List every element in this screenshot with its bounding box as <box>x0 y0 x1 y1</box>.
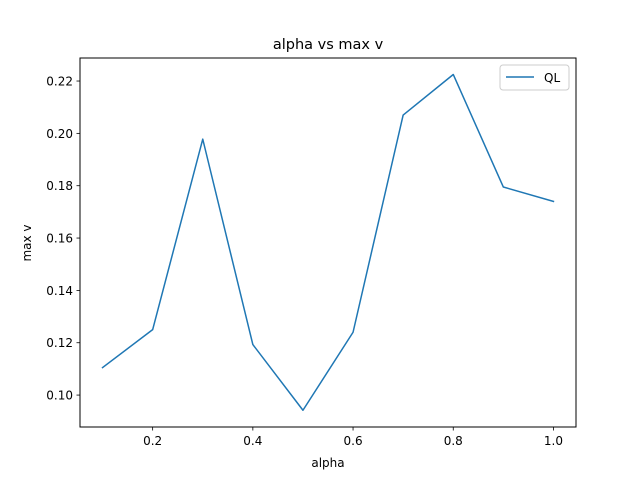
y-axis: 0.10 0.12 0.14 0.16 0.18 0.20 0.22 <box>46 75 80 403</box>
y-tick-label: 0.18 <box>46 179 73 193</box>
data-point <box>452 74 454 76</box>
y-axis-label: max v <box>20 224 34 261</box>
data-point <box>202 138 204 140</box>
x-tick-label: 0.6 <box>344 434 363 448</box>
data-point <box>503 186 505 188</box>
y-tick-label: 0.22 <box>46 75 73 89</box>
data-point <box>553 201 555 203</box>
plot-area <box>80 58 576 427</box>
data-point <box>302 409 304 411</box>
y-tick-label: 0.14 <box>46 284 73 298</box>
x-tick-label: 0.4 <box>243 434 262 448</box>
y-tick-label: 0.16 <box>46 232 73 246</box>
x-axis-label: alpha <box>311 456 344 470</box>
data-point <box>352 331 354 333</box>
data-point <box>152 329 154 331</box>
legend-label: QL <box>544 71 560 85</box>
data-point <box>252 344 254 346</box>
x-tick-label: 0.2 <box>143 434 162 448</box>
series-layer <box>101 73 555 411</box>
data-point <box>402 114 404 116</box>
x-tick-label: 1.0 <box>544 434 563 448</box>
y-tick-label: 0.20 <box>46 127 73 141</box>
chart-title: alpha vs max v <box>273 37 384 53</box>
y-tick-label: 0.10 <box>46 389 73 403</box>
x-axis: 0.2 0.4 0.6 0.8 1.0 <box>143 427 563 448</box>
data-point <box>102 367 104 369</box>
x-tick-label: 0.8 <box>444 434 463 448</box>
plot-frame <box>79 57 577 428</box>
legend-box <box>499 64 570 91</box>
y-tick-label: 0.12 <box>46 336 73 350</box>
legend: QL <box>499 64 570 91</box>
series-line-ql <box>101 73 555 411</box>
